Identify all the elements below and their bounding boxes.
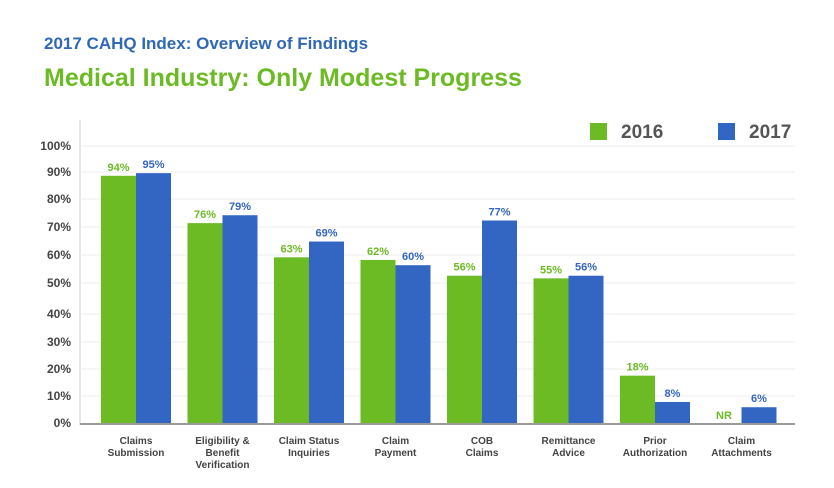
- bar-2017-3: [395, 265, 431, 423]
- bar-2016-5: [533, 278, 569, 423]
- bar-2017-5: [568, 275, 604, 423]
- category-label: Claim Status: [279, 436, 340, 447]
- bar-2017-0: [136, 173, 171, 423]
- bar-2017-7: [741, 407, 777, 423]
- bar-2016-2: [274, 257, 309, 423]
- category-label: Claim: [382, 436, 409, 447]
- y-tick-label: 30%: [47, 335, 71, 349]
- category-label: Authorization: [623, 448, 687, 459]
- data-label: 76%: [194, 209, 216, 221]
- category-label: Payment: [375, 448, 417, 459]
- data-label: 79%: [229, 201, 251, 213]
- legend-swatch-2016: [590, 123, 607, 140]
- legend-label-2016: 2016: [621, 122, 663, 143]
- category-label: Advice: [552, 448, 585, 459]
- data-label: 8%: [665, 388, 681, 400]
- data-label: 18%: [626, 362, 648, 374]
- data-label: 60%: [402, 251, 424, 263]
- y-tick-label: 60%: [47, 248, 71, 262]
- category-label: Claims: [466, 448, 499, 459]
- data-label: 55%: [540, 264, 562, 276]
- category-label: Prior: [643, 436, 666, 447]
- category-label: Submission: [108, 448, 165, 459]
- y-tick-label: 90%: [47, 165, 71, 179]
- data-label: 6%: [751, 393, 767, 405]
- category-label: COB: [471, 436, 493, 447]
- data-label: 69%: [315, 228, 337, 240]
- bar-2016-6: [620, 375, 655, 423]
- bar-2017-2: [309, 241, 344, 423]
- chart-title: 2017 CAHQ Index: Overview of Findings: [44, 34, 369, 53]
- bar-2016-0: [101, 175, 136, 423]
- y-tick-label: 80%: [47, 192, 71, 206]
- data-label: 62%: [367, 246, 389, 258]
- y-tick-label: 100%: [40, 139, 71, 153]
- chart-subtitle: Medical Industry: Only Modest Progress: [44, 64, 522, 92]
- legend-label-2017: 2017: [749, 122, 791, 143]
- data-label: 56%: [575, 262, 597, 274]
- y-tick-label: 50%: [47, 276, 71, 290]
- data-label: 56%: [453, 262, 475, 274]
- bar-2016-1: [187, 223, 223, 423]
- legend-swatch-2017: [718, 123, 735, 140]
- y-tick-label: 0%: [54, 416, 72, 430]
- category-label: Claims: [120, 436, 153, 447]
- bar-2017-4: [482, 220, 517, 423]
- data-label: 77%: [488, 206, 510, 218]
- data-label: 63%: [280, 243, 302, 255]
- y-tick-label: 70%: [47, 220, 71, 234]
- category-label: Claim: [728, 436, 755, 447]
- data-label: 95%: [142, 159, 164, 171]
- category-label: Eligibility &: [195, 436, 249, 447]
- category-label: Attachments: [711, 448, 772, 459]
- y-tick-label: 20%: [47, 362, 71, 376]
- y-tick-label: 40%: [47, 307, 71, 321]
- category-label: Benefit: [206, 448, 241, 459]
- y-tick-label: 10%: [47, 389, 71, 403]
- category-label: Inquiries: [288, 448, 330, 459]
- bar-2017-6: [655, 401, 690, 423]
- data-label: 94%: [107, 162, 129, 174]
- bar-2016-4: [447, 275, 482, 423]
- data-label: NR: [716, 410, 732, 422]
- bar-2017-1: [222, 215, 258, 423]
- bar-2016-3: [360, 259, 396, 423]
- category-label: Verification: [196, 460, 250, 471]
- category-label: Remittance: [542, 436, 596, 447]
